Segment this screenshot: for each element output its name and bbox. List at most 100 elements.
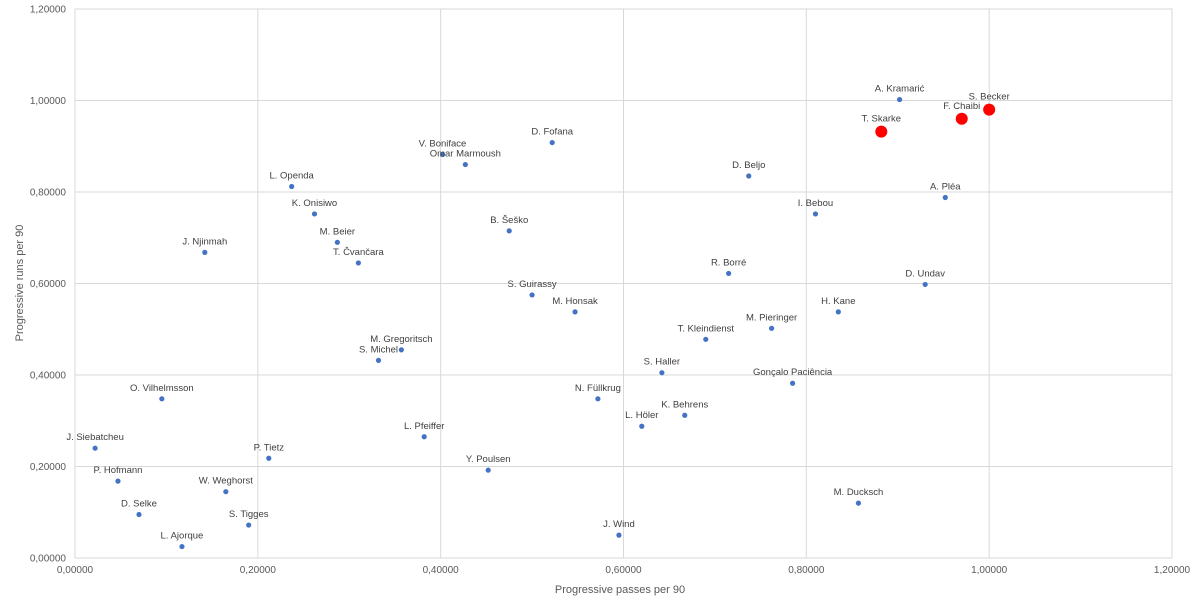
- data-point: [421, 434, 427, 440]
- data-point-label: M. Ducksch: [834, 487, 884, 498]
- data-point: [855, 500, 862, 506]
- y-tick-label: 1,20000: [30, 5, 67, 16]
- data-point-label: M. Pieringer: [746, 312, 797, 323]
- data-point-label: R. Borré: [711, 257, 746, 268]
- x-tick-label: 0,40000: [423, 565, 460, 576]
- data-point: [92, 445, 98, 451]
- data-point: [136, 511, 142, 518]
- data-point: [896, 96, 903, 103]
- data-point: [768, 325, 775, 331]
- data-point: [311, 211, 318, 217]
- highlighted-data-point: [983, 103, 996, 116]
- data-point: [726, 270, 732, 277]
- data-point-label: P. Tietz: [254, 442, 285, 453]
- data-point-label: M. Honsak: [552, 296, 598, 307]
- data-point: [506, 228, 512, 234]
- data-point: [790, 380, 796, 386]
- data-point: [942, 194, 948, 201]
- data-point-label: K. Onisiwo: [292, 198, 337, 209]
- data-point: [159, 396, 165, 402]
- data-point-label: B. Šeško: [490, 215, 528, 226]
- data-point-label: D. Selke: [121, 499, 157, 510]
- data-point: [246, 522, 252, 528]
- tick-labels: 0,00000 0,20000 0,40000 0,60000 0,80000 1,000…: [30, 5, 1191, 577]
- data-point: [375, 357, 382, 363]
- y-tick-label: 1,00000: [30, 96, 67, 107]
- y-tick-label: 0,60000: [30, 279, 67, 290]
- data-point: [746, 173, 752, 179]
- data-point: [485, 467, 491, 473]
- data-point-label: L. Ajorque: [161, 531, 204, 542]
- y-tick-label: 0,20000: [30, 462, 67, 473]
- x-tick-label: 0,00000: [57, 565, 94, 576]
- data-point-label: O. Vilhelmsson: [130, 383, 194, 394]
- x-axis-label: Progressive passes per 90: [555, 584, 685, 596]
- data-point: [355, 260, 361, 266]
- highlighted-data-point: [875, 125, 888, 138]
- data-point-label: M. Beier: [320, 226, 355, 237]
- data-point: [334, 239, 340, 245]
- data-point: [179, 543, 185, 550]
- data-point-label: J. Siebatcheu: [66, 432, 124, 443]
- x-tick-label: 1,20000: [1154, 565, 1191, 576]
- data-point-label: L. Openda: [269, 171, 314, 182]
- data-point: [922, 281, 928, 288]
- grid-lines: [74, 8, 1173, 559]
- y-tick-label: 0,00000: [30, 554, 67, 565]
- y-axis-label: Progressive runs per 90: [14, 225, 26, 342]
- data-point-label: J. Njinmah: [182, 236, 227, 247]
- data-point-label: Omar Marmoush: [430, 149, 501, 160]
- data-point: [616, 532, 622, 538]
- data-point-label: P. Hofmann: [93, 465, 142, 476]
- data-point-label: M. Gregoritsch: [370, 334, 432, 345]
- data-points: [92, 96, 996, 550]
- data-point-label: D. Undav: [905, 268, 945, 279]
- data-point-label: H. Kane: [821, 296, 855, 307]
- data-point-label: K. Behrens: [661, 399, 708, 410]
- data-point: [835, 309, 841, 315]
- data-point-label: D. Beljo: [732, 160, 765, 171]
- x-tick-label: 0,20000: [240, 565, 277, 576]
- data-point: [549, 139, 555, 146]
- plot-frame: [74, 8, 1173, 559]
- data-point: [682, 412, 688, 418]
- x-tick-label: 0,60000: [605, 565, 642, 576]
- data-point-label: S. Haller: [644, 357, 680, 368]
- data-point-label: S. Tigges: [229, 509, 269, 520]
- data-point-label: T. Skarke: [861, 114, 901, 125]
- data-point-label: S. Guirassy: [508, 279, 557, 290]
- data-point: [439, 151, 446, 158]
- highlighted-data-point: [955, 112, 968, 125]
- data-point: [202, 249, 208, 255]
- data-point-label: D. Fofana: [531, 127, 573, 138]
- data-point-label: J. Wind: [603, 519, 635, 530]
- y-tick-label: 0,40000: [30, 371, 67, 382]
- data-point: [115, 478, 121, 484]
- data-point: [289, 183, 295, 190]
- data-point-label: W. Weghorst: [199, 476, 254, 487]
- data-point: [398, 347, 404, 353]
- data-point: [639, 423, 645, 429]
- data-point-label: I. Bebou: [798, 198, 833, 209]
- data-point: [572, 309, 578, 315]
- data-point-label: Gonçalo Paciência: [753, 367, 833, 378]
- data-point: [812, 211, 819, 217]
- data-point-label: A. Pléa: [930, 181, 961, 192]
- data-point: [266, 455, 272, 461]
- data-point: [703, 336, 709, 342]
- data-point-label: T. Kleindienst: [678, 323, 735, 334]
- data-point-label: S. Becker: [969, 92, 1010, 103]
- data-point: [659, 370, 665, 376]
- data-point: [462, 161, 468, 168]
- x-tick-label: 1,00000: [971, 565, 1008, 576]
- data-point-label: Y. Poulsen: [466, 454, 511, 465]
- data-point-label: V. Boniface: [419, 138, 467, 149]
- data-point-label: S. Michel: [359, 344, 398, 355]
- data-point-label: F. Chaibi: [943, 101, 980, 112]
- data-point: [223, 489, 229, 495]
- x-tick-label: 0,80000: [788, 565, 825, 576]
- data-point-label: T. Čvančara: [333, 247, 384, 258]
- data-point-label: N. Füllkrug: [575, 383, 621, 394]
